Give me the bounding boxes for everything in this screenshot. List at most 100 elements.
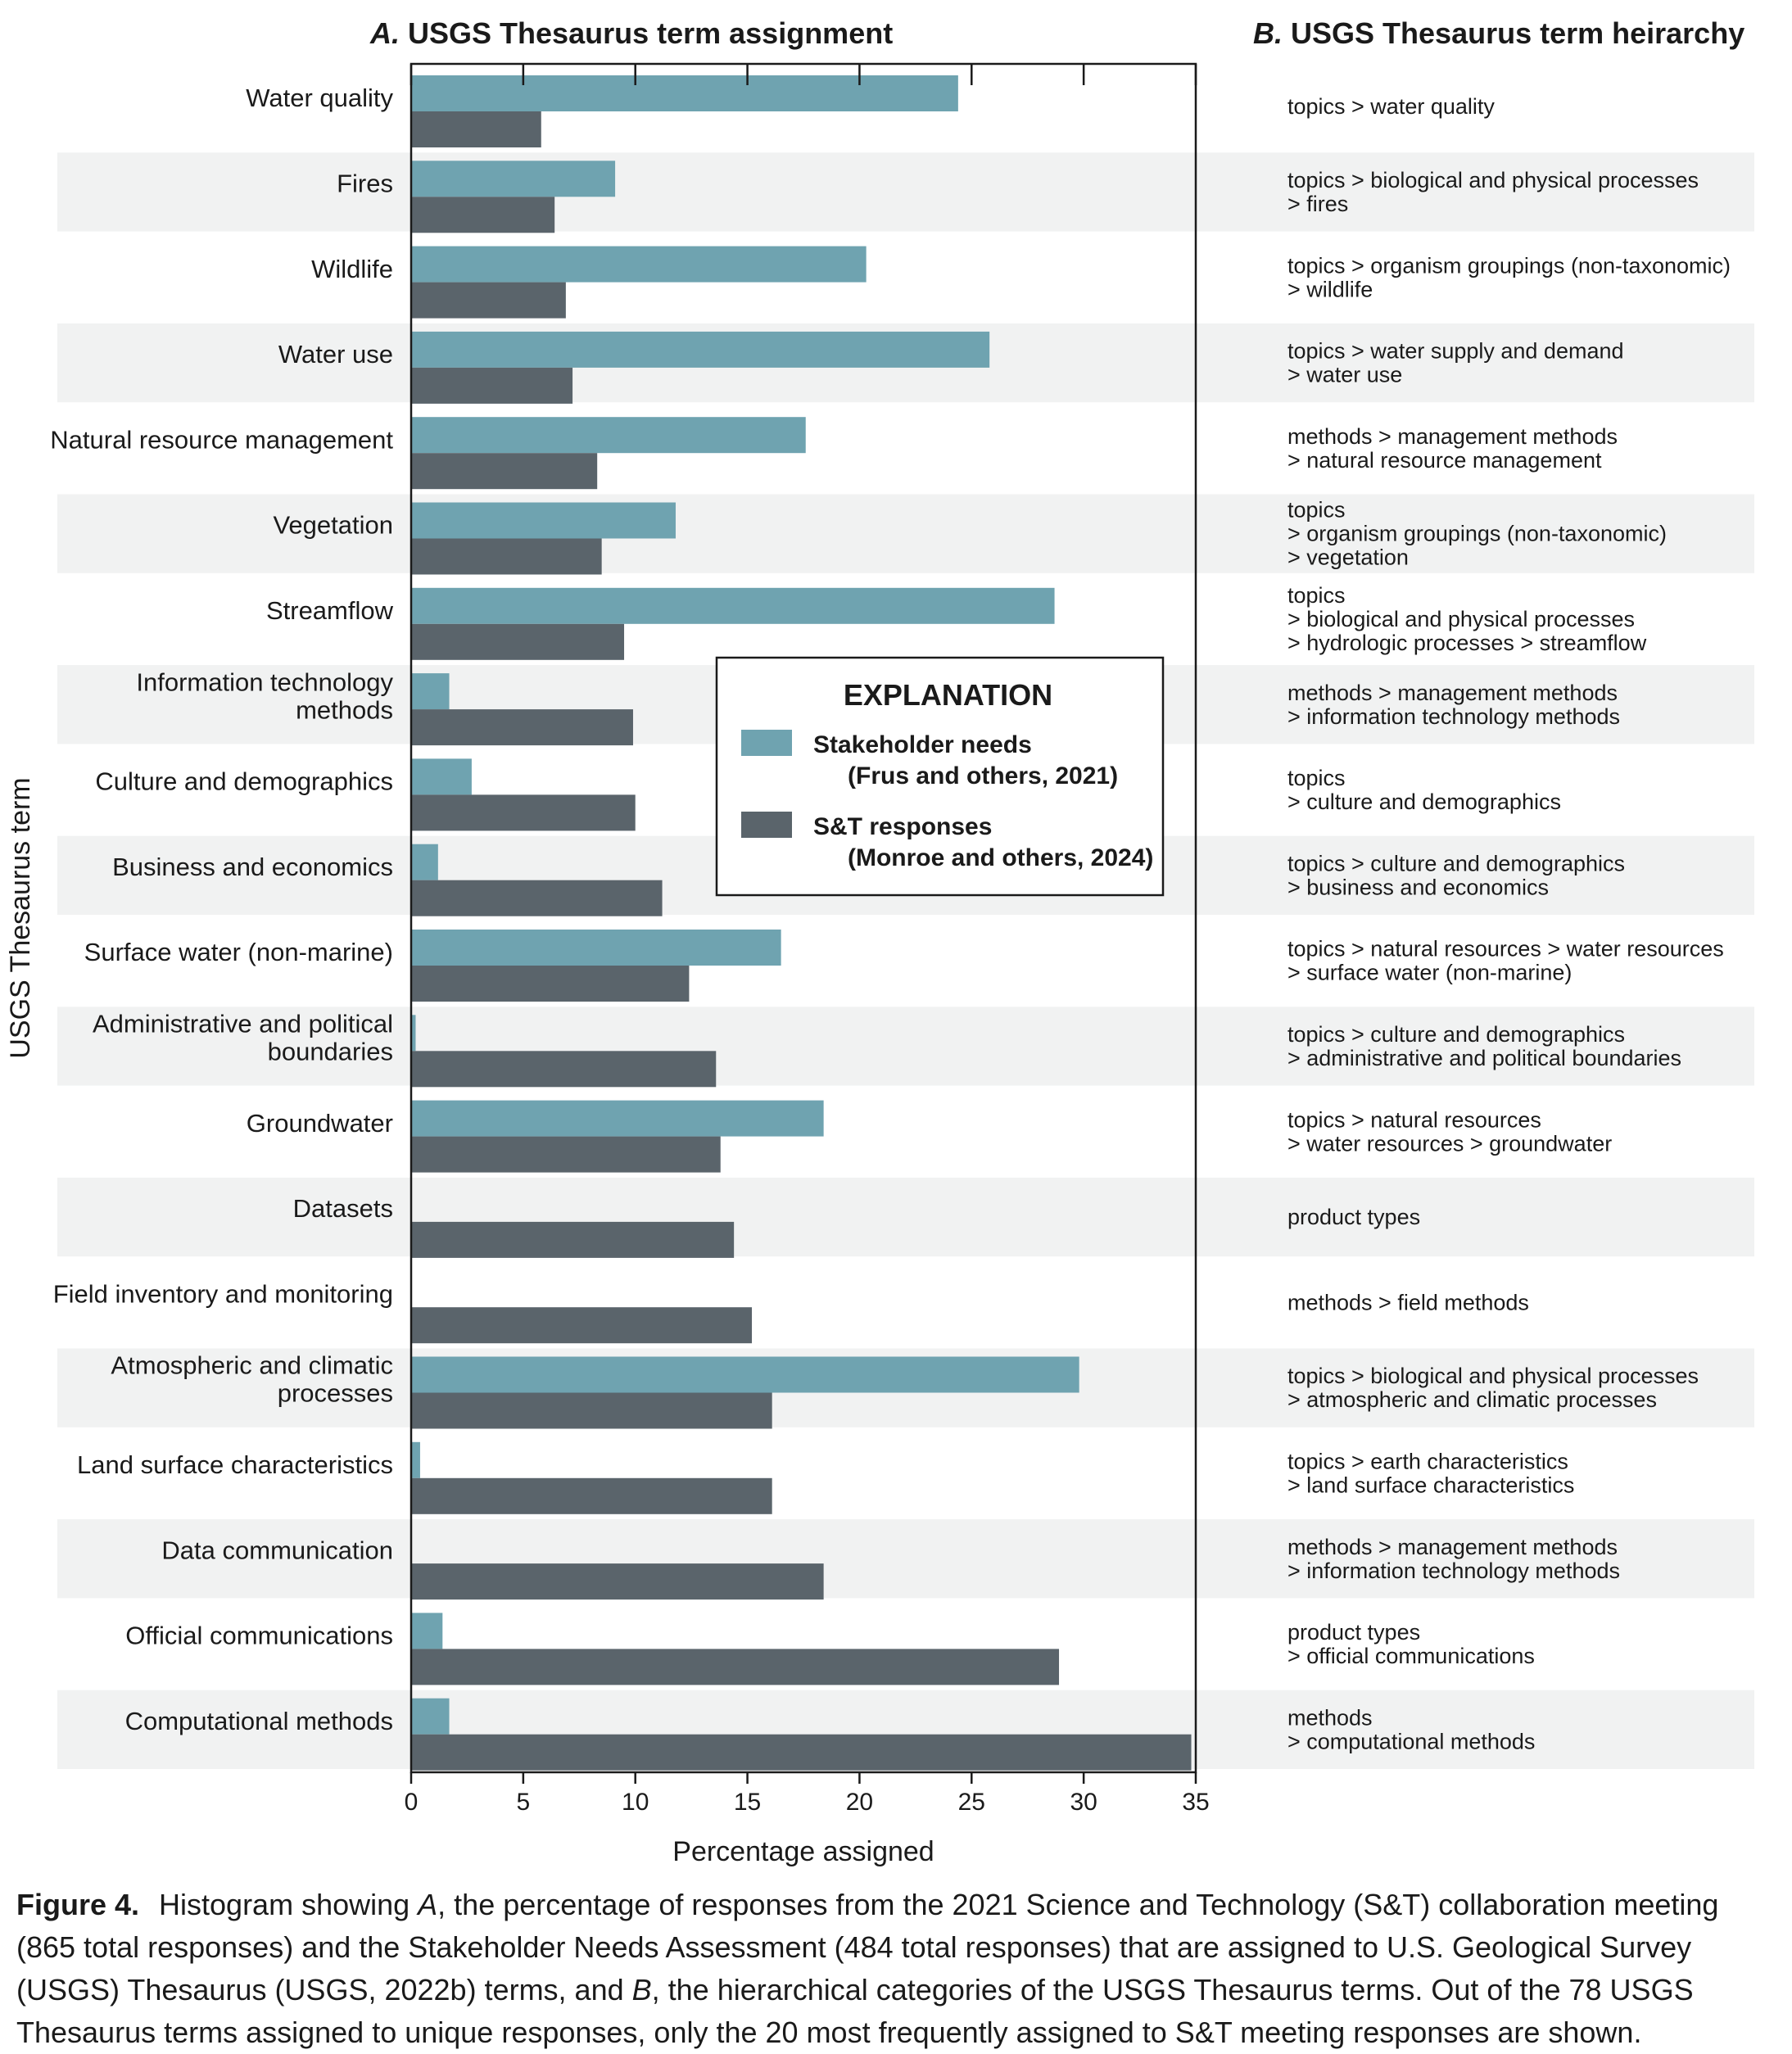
hierarchy-label: methods > management methods (1287, 424, 1618, 449)
category-label: Streamflow (266, 596, 394, 625)
hierarchy-label: topics > earth characteristics (1287, 1449, 1568, 1473)
x-tick-label: 20 (846, 1789, 873, 1816)
st-responses-bar (411, 966, 690, 1002)
hierarchy-label: topics > culture and demographics (1287, 1022, 1625, 1047)
caption-text-3: , the hierarchical categories of the USG… (16, 1973, 1694, 2049)
category-label: Business and economics (112, 853, 393, 881)
hierarchy-label: > information technology methods (1287, 1559, 1620, 1583)
panel-a-title: A. USGS Thesaurus term assignment (370, 16, 893, 51)
category-label: processes (278, 1379, 393, 1408)
panel-a-title-text: USGS Thesaurus term assignment (408, 16, 894, 50)
legend-swatch (741, 812, 792, 838)
hierarchy-label: > land surface characteristics (1287, 1473, 1574, 1497)
plot-frame (410, 62, 1197, 1774)
category-label: Culture and demographics (95, 767, 393, 796)
category-label: Information technology (136, 667, 393, 696)
stakeholder-needs-bar (411, 1356, 1079, 1393)
x-axis-title: Percentage assigned (672, 1836, 934, 1867)
hierarchy-label: > water resources > groundwater (1287, 1131, 1612, 1156)
st-responses-bar (411, 709, 633, 746)
category-label: Datasets (293, 1194, 393, 1223)
legend-entry-source: (Monroe and others, 2024) (848, 844, 1153, 871)
st-responses-bar (411, 1563, 824, 1600)
st-responses-bar (411, 1307, 753, 1344)
bars (411, 75, 1192, 1771)
category-label: boundaries (268, 1037, 393, 1065)
figure-caption: Figure 4. Histogram showing A, the percen… (16, 1884, 1777, 2054)
hierarchy-label: > information technology methods (1287, 704, 1620, 729)
category-label: Water quality (246, 84, 393, 112)
hierarchy-label: topics > water quality (1287, 94, 1495, 119)
st-responses-bar (411, 1392, 772, 1429)
hierarchy-label: > hydrologic processes > streamflow (1287, 631, 1647, 655)
hierarchy-label: topics > culture and demographics (1287, 851, 1625, 875)
hierarchy-label: > fires (1287, 192, 1348, 216)
st-responses-bar (411, 623, 625, 660)
hierarchy-label: product types (1287, 1620, 1420, 1645)
st-responses-bar (411, 1221, 735, 1258)
category-label: Natural resource management (50, 425, 393, 454)
y-axis-title: USGS Thesaurus term (5, 777, 36, 1058)
stakeholder-needs-bar (411, 1100, 824, 1137)
hierarchy-labels: topics > water quality topics > biologica… (1287, 94, 1731, 1753)
st-responses-bar (411, 197, 555, 233)
hierarchy-label: topics > natural resources (1287, 1107, 1541, 1132)
stakeholder-needs-bar (411, 930, 781, 966)
st-responses-bar (411, 1477, 772, 1514)
caption-b: B (631, 1973, 652, 2006)
row-band (57, 1007, 1754, 1086)
category-label: Fires (337, 169, 393, 197)
stakeholder-needs-bar (411, 758, 472, 795)
hierarchy-label: > surface water (non-marine) (1287, 961, 1572, 985)
stakeholder-needs-bar (411, 502, 676, 539)
st-responses-bar (411, 367, 573, 404)
legend-entry-name: S&T responses (813, 813, 992, 840)
hierarchy-label: topics > organism groupings (non-taxonom… (1287, 253, 1731, 278)
hierarchy-label: > administrative and political boundarie… (1287, 1046, 1681, 1070)
category-label: Vegetation (273, 511, 393, 540)
hierarchy-label: methods (1287, 1705, 1373, 1730)
category-labels: Water quality Fires Wildlife Water use Natur… (50, 84, 393, 1735)
x-tick-label: 25 (958, 1789, 985, 1816)
category-label: Groundwater (247, 1109, 393, 1138)
stakeholder-needs-bar (411, 331, 990, 368)
stakeholder-needs-bar (411, 75, 958, 111)
hierarchy-label: > natural resource management (1287, 448, 1602, 473)
st-responses-bar (411, 1649, 1060, 1685)
x-tick-label: 15 (734, 1789, 761, 1816)
hierarchy-label: topics (1287, 583, 1346, 608)
stakeholder-needs-bar (411, 417, 806, 454)
st-responses-bar (411, 1051, 717, 1088)
category-label: Wildlife (311, 255, 393, 283)
x-tick-label: 35 (1182, 1789, 1209, 1816)
hierarchy-label: methods > field methods (1287, 1290, 1529, 1314)
hierarchy-label: topics > biological and physical process… (1287, 168, 1699, 192)
hierarchy-label: topics > biological and physical process… (1287, 1364, 1699, 1388)
category-label: Surface water (non-marine) (84, 938, 393, 966)
hierarchy-label: topics (1287, 498, 1346, 523)
caption-text-2: , the percentage of responses from the 2… (16, 1888, 1719, 2006)
hierarchy-label: > official communications (1287, 1644, 1535, 1668)
x-tick-label: 5 (517, 1789, 531, 1816)
legend: EXPLANATION Stakeholder needs (Frus and ot… (715, 656, 1165, 897)
hierarchy-label: > vegetation (1287, 545, 1409, 570)
hierarchy-label: > organism groupings (non-taxonomic) (1287, 522, 1667, 546)
hierarchy-label: methods > management methods (1287, 681, 1618, 705)
hierarchy-label: topics > water supply and demand (1287, 339, 1624, 364)
hierarchy-label: methods > management methods (1287, 1535, 1618, 1559)
bar-chart: Water quality Fires Wildlife Water use Natur… (5, 62, 1754, 1867)
hierarchy-label: topics > natural resources > water resou… (1287, 937, 1724, 961)
st-responses-bar (411, 453, 598, 490)
stakeholder-needs-bar (411, 161, 616, 197)
legend-entry-name: Stakeholder needs (813, 731, 1032, 758)
x-tick-label: 30 (1070, 1789, 1097, 1816)
st-responses-bar (411, 880, 663, 916)
row-band (57, 152, 1754, 232)
st-responses-bar (411, 1136, 721, 1173)
stakeholder-needs-bar (411, 1613, 443, 1649)
legend-title: EXPLANATION (844, 678, 1052, 712)
st-responses-bar (411, 282, 566, 319)
panel-b-title-text: USGS Thesaurus term heirarchy (1291, 16, 1745, 50)
category-label: Water use (278, 340, 393, 369)
hierarchy-label: product types (1287, 1205, 1420, 1229)
